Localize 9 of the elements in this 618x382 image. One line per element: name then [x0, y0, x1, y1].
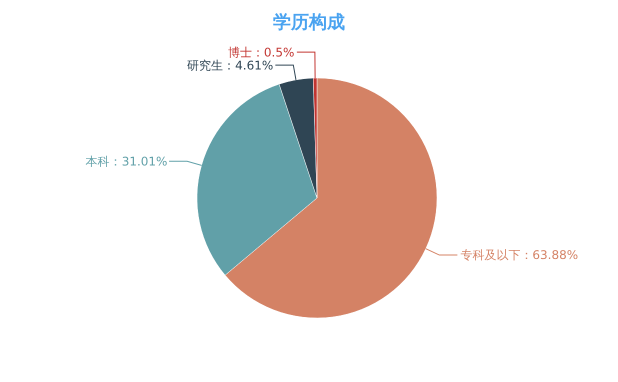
data-label: ：0.5% [252, 45, 294, 60]
slice-label: 博士 [228, 45, 252, 60]
slice-label: 研究生 [187, 58, 224, 72]
data-label: ：31.01% [110, 154, 168, 168]
slice-label: 专科及以下 [460, 248, 520, 262]
chart-title: 学历构成 [273, 12, 345, 33]
data-label: ：63.88% [520, 248, 578, 262]
slice-label: 本科 [86, 154, 110, 168]
data-label: ：4.61% [223, 58, 274, 72]
